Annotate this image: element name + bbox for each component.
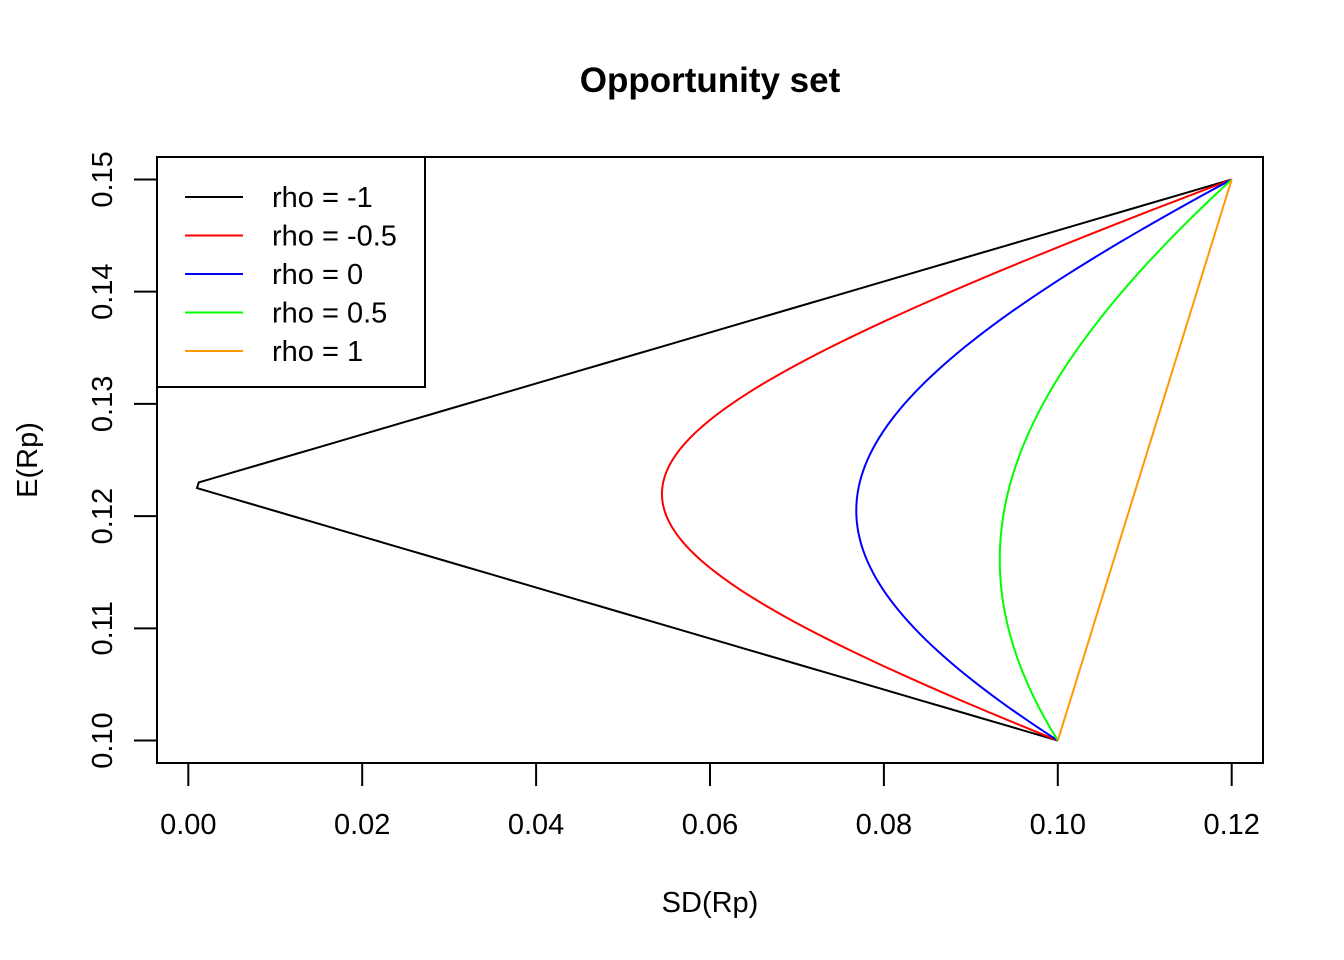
series-line-5: [1056, 179, 1233, 741]
x-tick-label: 0.00: [160, 809, 216, 841]
x-tick-label: 0.04: [508, 809, 564, 841]
x-tick-label: 0.06: [682, 809, 738, 841]
y-tick-label: 0.12: [87, 488, 119, 544]
x-tick-label: 0.10: [1030, 809, 1086, 841]
x-axis-title: SD(Rp): [662, 887, 759, 919]
y-tick-label: 0.11: [87, 601, 119, 655]
series-curves: [195, 178, 1233, 742]
legend-label-3: rho = 0: [272, 259, 363, 291]
x-tick-label: 0.08: [856, 809, 912, 841]
y-axis-title: E(Rp): [12, 422, 44, 498]
legend-label-1: rho = -1: [272, 182, 373, 214]
series-line-2: [660, 178, 1233, 742]
legend-label-2: rho = -0.5: [272, 221, 397, 253]
legend-label-4: rho = 0.5: [272, 298, 387, 330]
legend-label-5: rho = 1: [272, 336, 363, 368]
x-tick-label: 0.12: [1203, 809, 1259, 841]
y-tick-label: 0.14: [87, 263, 119, 319]
series-line-1: [195, 178, 1232, 742]
y-tick-label: 0.13: [87, 376, 119, 432]
legend-box: [156, 156, 426, 388]
legend: rho = -1 rho = -0.5 rho = 0 rho = 0.5 rho = …: [156, 156, 426, 388]
y-axis: 0.10 0.11 0.12 0.13 0.14 0.15: [87, 151, 158, 769]
series-line-4: [998, 178, 1233, 742]
x-tick-label: 0.02: [334, 809, 390, 841]
y-tick-label: 0.15: [87, 151, 119, 207]
y-tick-label: 0.10: [87, 712, 119, 768]
series-line-3: [855, 178, 1233, 742]
x-axis: 0.00 0.02 0.04 0.06 0.08 0.10 0.12: [160, 762, 1260, 841]
chart-title: Opportunity set: [580, 61, 841, 100]
